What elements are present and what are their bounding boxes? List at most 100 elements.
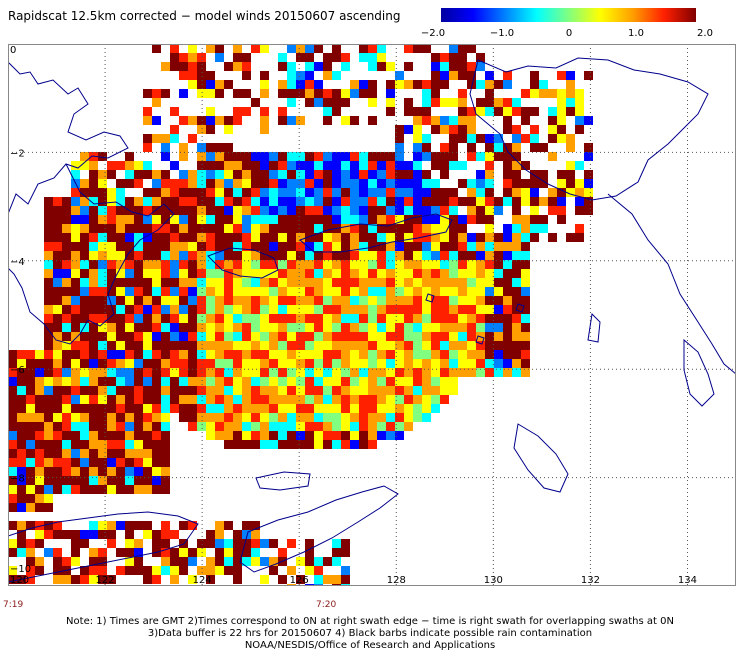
wind-cell [413,242,422,251]
wind-cell [98,404,107,413]
wind-cell [395,197,404,206]
wind-cell [71,530,80,539]
wind-cell [305,566,314,575]
wind-cell [44,323,53,332]
wind-cell [476,269,485,278]
wind-cell [98,440,107,449]
wind-cell [323,278,332,287]
wind-cell [206,152,215,161]
wind-cell [8,413,17,422]
wind-cell [503,170,512,179]
wind-cell [224,206,233,215]
wind-cell [395,278,404,287]
wind-cell [116,305,125,314]
coastline-sulawesi-east [8,163,175,345]
wind-cell [368,269,377,278]
wind-cell [179,287,188,296]
wind-cell [377,359,386,368]
wind-cell [71,386,80,395]
wind-cell [53,206,62,215]
wind-cell [431,359,440,368]
wind-cell [233,368,242,377]
wind-cell [449,152,458,161]
wind-cell [260,224,269,233]
wind-cell [98,152,107,161]
wind-cell [404,350,413,359]
wind-cell [305,98,314,107]
wind-cell [197,539,206,548]
wind-cell [404,251,413,260]
wind-cell [53,287,62,296]
wind-cell [485,251,494,260]
wind-cell [170,296,179,305]
wind-cell [125,449,134,458]
wind-cell [80,422,89,431]
wind-cell [530,179,539,188]
wind-cell [233,242,242,251]
wind-cell [359,53,368,62]
wind-cell [197,170,206,179]
wind-cell [152,530,161,539]
wind-cell [377,323,386,332]
wind-cell [422,98,431,107]
wind-cell [404,323,413,332]
wind-cell [521,242,530,251]
wind-cell [413,278,422,287]
wind-cell [251,341,260,350]
wind-cell [116,413,125,422]
wind-cell [503,71,512,80]
wind-cell [80,566,89,575]
wind-cell [395,395,404,404]
wind-cell [98,197,107,206]
wind-cell [62,449,71,458]
wind-cell [314,170,323,179]
wind-cell [260,188,269,197]
wind-cell [71,359,80,368]
wind-cell [314,368,323,377]
wind-cell [89,548,98,557]
wind-cell [224,224,233,233]
wind-cell [296,377,305,386]
wind-cell [251,269,260,278]
wind-cell [215,44,224,53]
wind-cell [161,476,170,485]
wind-cell [287,359,296,368]
wind-cell [287,260,296,269]
wind-cell [71,323,80,332]
wind-cell [404,386,413,395]
wind-cell [575,98,584,107]
wind-cell [539,179,548,188]
wind-cell [62,476,71,485]
wind-cell [377,314,386,323]
wind-cell [161,422,170,431]
wind-cell [143,197,152,206]
wind-cell [197,206,206,215]
coastline-new-guinea [469,57,709,201]
wind-cell [269,404,278,413]
wind-cell [521,116,530,125]
wind-cell [296,422,305,431]
wind-cell [107,224,116,233]
colorbar-label-min: −2.0 [420,28,446,39]
wind-cell [107,278,116,287]
wind-cell [62,377,71,386]
wind-cell [215,404,224,413]
wind-cell [404,170,413,179]
wind-cell [413,224,422,233]
wind-cell [188,206,197,215]
wind-cell [107,539,116,548]
wind-cell [134,566,143,575]
wind-cell [107,161,116,170]
wind-cell [242,170,251,179]
wind-cell [458,215,467,224]
wind-cell [206,44,215,53]
wind-cell [305,431,314,440]
wind-cell [521,233,530,242]
wind-cell [206,287,215,296]
wind-cell [71,332,80,341]
wind-cell [233,116,242,125]
wind-cell [431,368,440,377]
wind-cell [449,359,458,368]
wind-cell [224,368,233,377]
wind-cell [161,485,170,494]
